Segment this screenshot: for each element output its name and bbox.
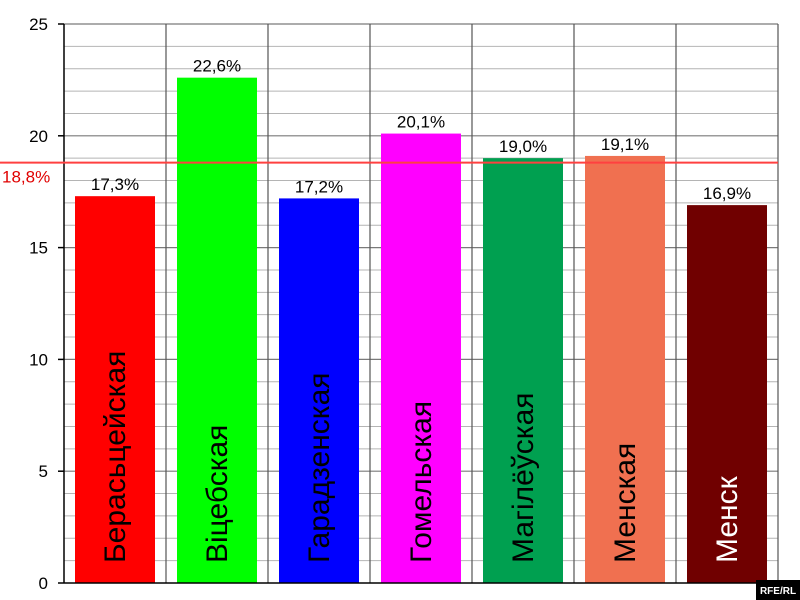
y-tick-label: 15 bbox=[29, 239, 48, 258]
y-tick-label: 0 bbox=[39, 574, 48, 593]
watermark-text: RFE/RL bbox=[760, 586, 796, 597]
bars bbox=[75, 77, 767, 583]
bar bbox=[585, 155, 665, 583]
data-label: 19,0% bbox=[499, 137, 547, 156]
data-label: 17,3% bbox=[91, 175, 139, 194]
y-tick-label: 20 bbox=[29, 127, 48, 146]
category-label: Гомельская bbox=[405, 401, 438, 563]
bar bbox=[279, 198, 359, 583]
bar bbox=[75, 196, 155, 583]
reference-line-label: 18,8% bbox=[2, 168, 50, 187]
bar bbox=[381, 133, 461, 583]
watermark-group: RFE/RL bbox=[756, 580, 800, 600]
data-label: 22,6% bbox=[193, 57, 241, 76]
watermark-background bbox=[756, 580, 800, 600]
category-label: Берасьцейская bbox=[99, 351, 132, 563]
y-tick-label: 5 bbox=[39, 462, 48, 481]
category-label: Гарадзенская bbox=[303, 372, 336, 563]
reference-line-group: 18,8% bbox=[0, 161, 778, 187]
category-label: Менск bbox=[711, 475, 744, 563]
axes: 0 5 10 15 20 25 bbox=[29, 15, 778, 593]
data-label: 17,2% bbox=[295, 177, 343, 196]
data-label: 16,9% bbox=[703, 184, 751, 203]
category-label: Менская bbox=[609, 443, 642, 563]
category-label: Магілёўская bbox=[507, 392, 540, 563]
bar bbox=[483, 158, 563, 583]
labels: 17,3% Берасьцейская 22,6% Віцебская 17,2% Гар… bbox=[91, 57, 751, 563]
y-tick-label: 10 bbox=[29, 350, 48, 369]
category-label: Віцебская bbox=[201, 425, 234, 563]
y-tick-label: 25 bbox=[29, 15, 48, 34]
data-label: 19,1% bbox=[601, 135, 649, 154]
bar bbox=[687, 205, 767, 583]
data-label: 20,1% bbox=[397, 113, 445, 132]
